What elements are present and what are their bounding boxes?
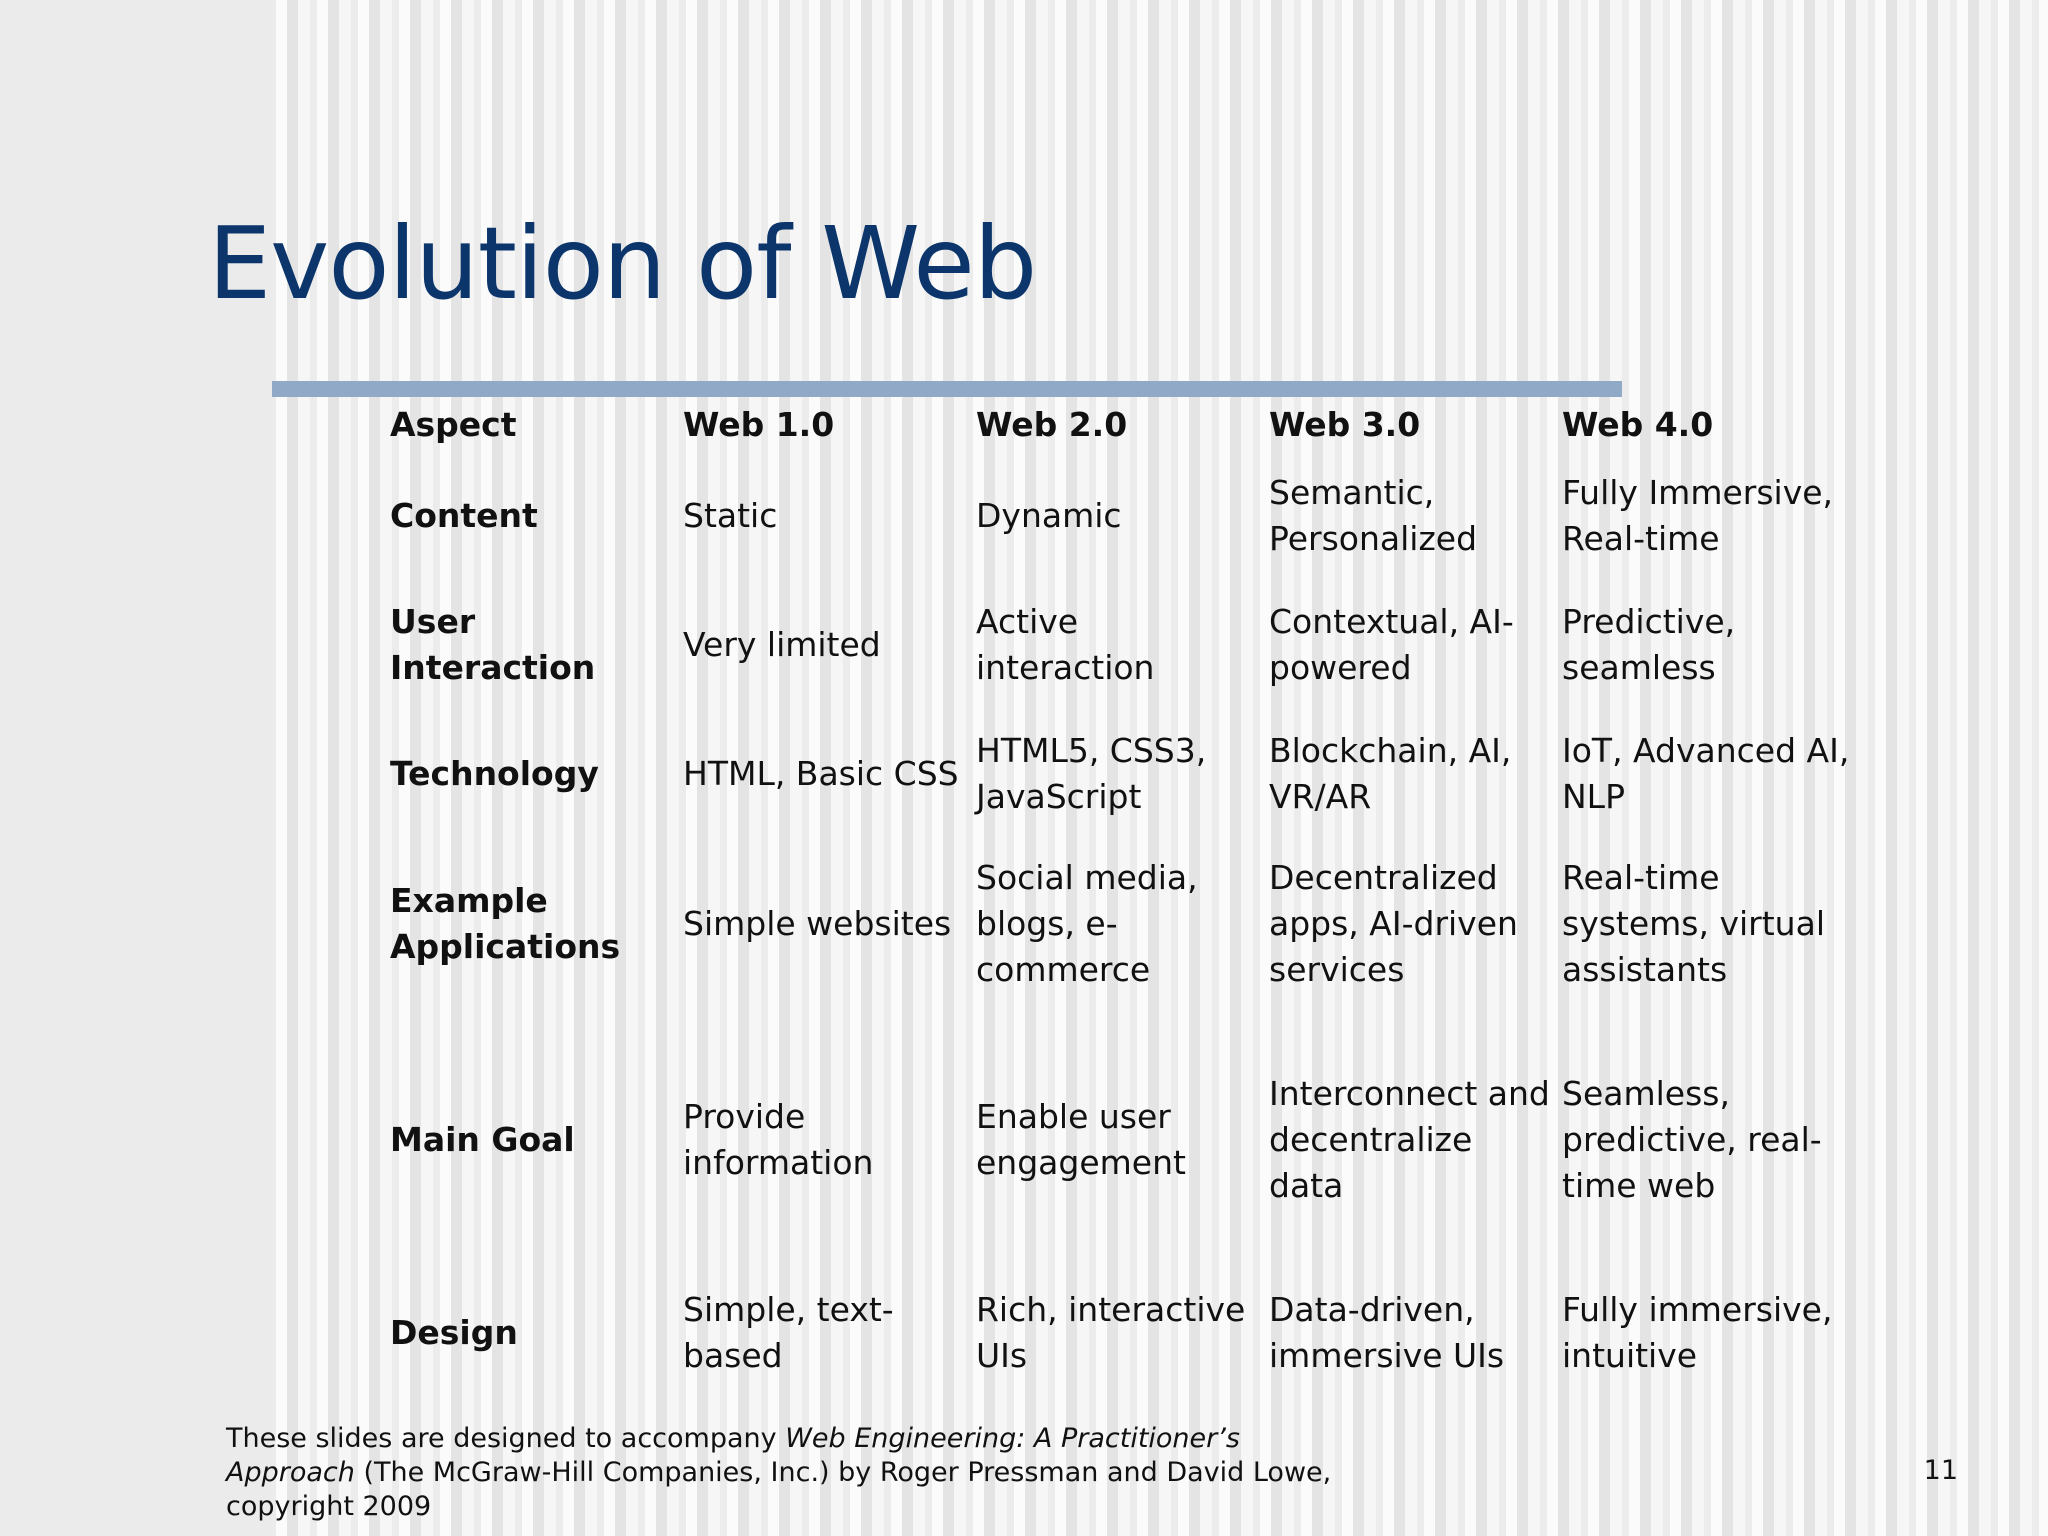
row-label: Example Applications [390, 881, 621, 966]
table-cell: Simple, text-based [683, 1290, 894, 1375]
table-cell: Social media, blogs, e-commerce [976, 858, 1198, 989]
table-cell: Static [683, 496, 778, 535]
footer-book-title: Web Engineering: A Practitioner’s Approa… [226, 1423, 1240, 1488]
table-cell: Decentralized apps, AI-driven services [1269, 858, 1518, 989]
row-label: User Interaction [390, 601, 596, 687]
table-cell: Dynamic [976, 496, 1122, 535]
table-cell: Real-time systems, virtual assistants [1562, 858, 1825, 989]
table-row-main-goal: Main Goal Provide information Enable use… [380, 1010, 1850, 1270]
header-web1: Web 1.0 [683, 405, 835, 444]
table-cell: Very limited [683, 624, 881, 664]
table-cell: Active interaction [976, 601, 1155, 687]
footer-citation: These slides are designed to accompany W… [226, 1422, 1346, 1524]
table-header-row: Aspect Web 1.0 Web 2.0 Web 3.0 Web 4.0 [380, 398, 1850, 452]
table-cell: HTML, Basic CSS [683, 753, 959, 793]
header-web4: Web 4.0 [1562, 405, 1714, 444]
row-label: Content [390, 496, 538, 535]
page-number: 11 [1923, 1455, 1958, 1486]
table-cell: Interconnect and decentralize data [1269, 1074, 1550, 1205]
table-cell: Seamless, predictive, real-time web [1562, 1074, 1822, 1205]
header-web3: Web 3.0 [1269, 405, 1421, 444]
table-row-example-applications: Example Applications Simple websites Soc… [380, 838, 1850, 1010]
table-cell: HTML5, CSS3, JavaScript [976, 730, 1207, 816]
table-row-content: Content Static Dynamic Semantic, Persona… [380, 452, 1850, 580]
table-cell: Enable user engagement [976, 1097, 1186, 1182]
table-cell: Predictive, seamless [1562, 601, 1736, 687]
footer-suffix: (The McGraw-Hill Companies, Inc.) by Rog… [226, 1457, 1332, 1522]
table-cell: Provide information [683, 1097, 874, 1182]
table-cell: Semantic, Personalized [1269, 473, 1478, 558]
header-web2: Web 2.0 [976, 405, 1128, 444]
title-underline-bar [272, 381, 1622, 397]
table-cell: IoT, Advanced AI, NLP [1562, 730, 1850, 816]
table-row-technology: Technology HTML, Basic CSS HTML5, CSS3, … [380, 709, 1850, 838]
row-label: Design [390, 1313, 518, 1352]
slide-title: Evolution of Web [208, 205, 1037, 322]
table-cell: Blockchain, AI, VR/AR [1269, 730, 1512, 816]
row-label: Technology [390, 753, 599, 793]
table-cell: Simple websites [683, 904, 952, 943]
header-aspect: Aspect [390, 405, 517, 444]
table-cell: Rich, interactive UIs [976, 1290, 1246, 1375]
footer-prefix: These slides are designed to accompany [226, 1423, 786, 1454]
evolution-table: Aspect Web 1.0 Web 2.0 Web 3.0 Web 4.0 C… [380, 398, 1850, 1396]
table-cell: Fully immersive, intuitive [1562, 1290, 1833, 1375]
table-row-design: Design Simple, text-based Rich, interact… [380, 1270, 1850, 1396]
table-cell: Contextual, AI-powered [1269, 601, 1514, 687]
table-cell: Data-driven, immersive UIs [1269, 1290, 1505, 1375]
table-row-user-interaction: User Interaction Very limited Active int… [380, 580, 1850, 709]
row-label: Main Goal [390, 1120, 575, 1159]
table-cell: Fully Immersive, Real-time [1562, 473, 1834, 558]
